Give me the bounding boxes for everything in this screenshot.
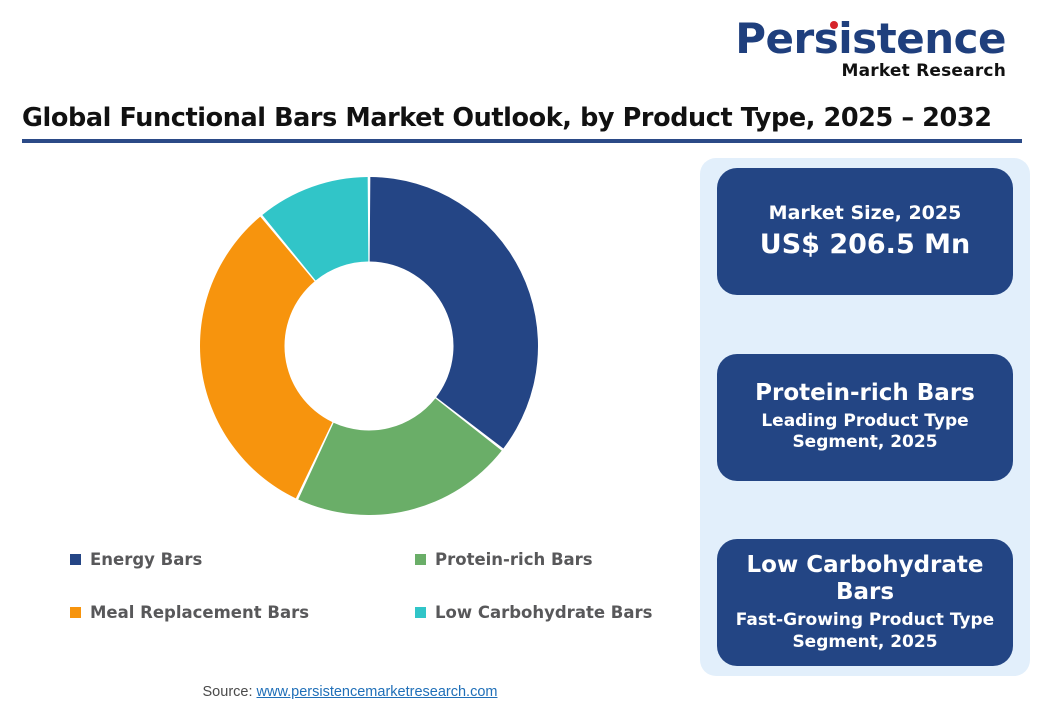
leading-segment-name: Protein-rich Bars <box>755 379 975 406</box>
donut-slice-meal-replacement-bars[interactable] <box>200 216 333 499</box>
legend-label-low-carbohydrate-bars: Low Carbohydrate Bars <box>435 603 653 622</box>
legend-swatch-energy-bars <box>70 554 81 565</box>
chart-area <box>22 155 682 575</box>
logo-tagline: Market Research <box>841 61 1006 81</box>
source-prefix: Source: <box>202 684 257 700</box>
legend-swatch-meal-replacement-bars <box>70 607 81 618</box>
donut-slice-low-carbohydrate-bars[interactable] <box>262 177 369 281</box>
page-title-block: Global Functional Bars Market Outlook, b… <box>22 103 1022 143</box>
logo-brand-text: Persistence <box>735 14 1006 63</box>
page-title: Global Functional Bars Market Outlook, b… <box>22 103 992 133</box>
donut-slice-group <box>200 177 538 515</box>
legend-label-energy-bars: Energy Bars <box>90 550 203 569</box>
legend-item-energy-bars[interactable]: Energy Bars <box>70 550 415 569</box>
stat-card-fast-growing-segment: Low Carbohydrate Bars Fast-Growing Produ… <box>717 539 1013 666</box>
donut-slice-protein-rich-bars[interactable] <box>298 398 502 515</box>
donut-slice-energy-bars[interactable] <box>369 177 538 449</box>
legend-label-protein-rich-bars: Protein-rich Bars <box>435 550 593 569</box>
stat-card-leading-segment: Protein-rich Bars Leading Product Type S… <box>717 353 1013 481</box>
market-size-value: US$ 206.5 Mn <box>759 228 971 260</box>
donut-chart <box>200 177 538 515</box>
source-url-link[interactable]: www.persistencemarketresearch.com <box>256 684 498 700</box>
key-stats-panel: Market Size, 2025 US$ 206.5 Mn Protein-r… <box>700 158 1030 676</box>
logo-brand-name: Persistence <box>735 18 1006 60</box>
leading-segment-caption-line-2: Segment, 2025 <box>792 432 938 453</box>
legend-swatch-low-carbohydrate-bars <box>415 607 426 618</box>
chart-legend: Energy Bars Protein-rich Bars Meal Repla… <box>70 550 690 622</box>
logo-red-dot-icon <box>830 21 839 29</box>
fast-growing-segment-caption-line-2: Segment, 2025 <box>792 631 938 652</box>
fast-growing-segment-caption-line-1: Fast-Growing Product Type <box>735 609 995 630</box>
fast-growing-segment-name: Low Carbohydrate Bars <box>746 551 984 606</box>
market-size-label: Market Size, 2025 <box>768 201 962 224</box>
title-underline-rule <box>22 139 1022 143</box>
leading-segment-caption-line-1: Leading Product Type <box>761 410 969 431</box>
brand-logo: Persistence Market Research <box>735 18 1006 80</box>
source-line: Source: www.persistencemarketresearch.co… <box>0 684 700 700</box>
legend-item-meal-replacement-bars[interactable]: Meal Replacement Bars <box>70 603 415 622</box>
legend-swatch-protein-rich-bars <box>415 554 426 565</box>
stat-card-market-size: Market Size, 2025 US$ 206.5 Mn <box>717 168 1013 295</box>
legend-item-protein-rich-bars[interactable]: Protein-rich Bars <box>415 550 690 569</box>
legend-label-meal-replacement-bars: Meal Replacement Bars <box>90 603 310 622</box>
legend-item-low-carbohydrate-bars[interactable]: Low Carbohydrate Bars <box>415 603 690 622</box>
